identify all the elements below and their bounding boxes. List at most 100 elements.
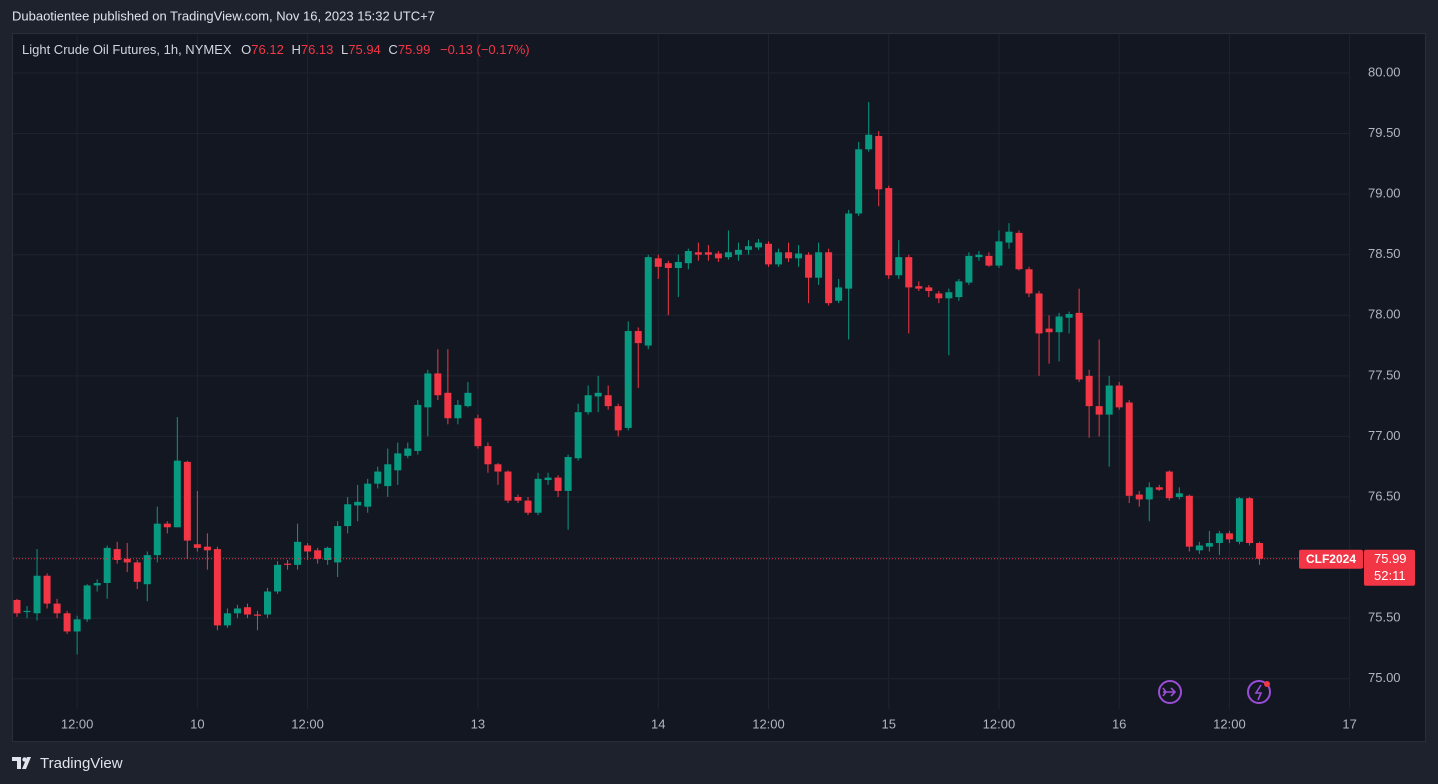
candle-body	[123, 558, 131, 563]
x-tick-label: 17	[1342, 716, 1356, 731]
candle-body	[915, 286, 923, 289]
candle-body	[1095, 406, 1103, 415]
legend-close: 75.99	[398, 42, 431, 57]
candle-body	[414, 404, 422, 451]
candle-body	[1135, 494, 1143, 500]
candle-body	[754, 242, 762, 248]
candle-body	[955, 281, 963, 298]
x-tick-label: 12:00	[752, 716, 785, 731]
candle-body	[1015, 232, 1023, 270]
y-tick-label: 77.50	[1368, 367, 1401, 382]
candle-body	[554, 477, 562, 491]
y-tick-label: 75.00	[1368, 670, 1401, 685]
candle-body	[765, 243, 772, 265]
candle-body	[785, 252, 793, 259]
candle-body	[253, 614, 261, 616]
y-tick-label: 79.50	[1368, 125, 1401, 140]
candle-body	[1255, 543, 1263, 559]
candle-body	[494, 464, 502, 472]
candle-body	[614, 406, 622, 431]
candle-body	[474, 418, 482, 447]
candle-body	[855, 149, 863, 214]
candle-body	[1035, 293, 1043, 334]
x-tick-label: 12:00	[1213, 716, 1246, 731]
candle-body	[694, 252, 702, 255]
candle-body	[1115, 385, 1123, 408]
candle-body	[1065, 314, 1073, 318]
candle-body	[1145, 487, 1153, 500]
candle-body	[1245, 498, 1253, 544]
brand-name: TradingView	[40, 755, 123, 772]
candle-body	[183, 461, 191, 541]
candle-body	[364, 483, 372, 507]
x-tick-label: 14	[651, 716, 665, 731]
legend: Light Crude Oil Futures, 1h, NYMEX O 76.1…	[22, 42, 530, 57]
candle-body	[63, 613, 71, 632]
candle-body	[674, 261, 682, 269]
candle-body	[815, 252, 823, 278]
countdown-label: 52:11	[1374, 568, 1406, 583]
candle-body	[424, 373, 432, 408]
y-tick-label: 77.00	[1368, 428, 1401, 443]
candle-body	[905, 257, 913, 288]
candle-body	[805, 254, 813, 278]
y-tick-label: 78.00	[1368, 307, 1401, 322]
candle-body	[384, 464, 392, 487]
candle-body	[835, 287, 843, 301]
candle-body	[584, 395, 592, 413]
candles	[13, 102, 1263, 655]
candle-body	[1005, 231, 1013, 243]
legend-title: Light Crude Oil Futures, 1h, NYMEX	[22, 42, 232, 57]
candle-body	[885, 188, 893, 276]
x-tick-label: 13	[471, 716, 485, 731]
candle-body	[1165, 471, 1173, 499]
candle-body	[724, 252, 732, 258]
candle-body	[374, 471, 382, 484]
candle-body	[965, 255, 973, 283]
icon-bolt	[1254, 684, 1263, 701]
candle-body	[163, 523, 171, 528]
candle-body	[975, 254, 983, 258]
candle-body	[444, 392, 452, 419]
candle-body	[394, 453, 402, 471]
legend-h-label: H	[291, 42, 300, 57]
candle-body	[604, 395, 612, 407]
legend-high: 76.13	[301, 42, 334, 57]
icon-circle[interactable]	[1158, 680, 1182, 704]
x-tick-label: 10	[190, 716, 204, 731]
candle-body	[153, 523, 161, 556]
icon-circle[interactable]	[1247, 680, 1271, 704]
candle-body	[734, 249, 742, 255]
grid: 75.0075.5076.0076.5077.0077.5078.0078.50…	[13, 34, 1401, 731]
candle-body	[534, 478, 542, 513]
candle-body	[43, 575, 51, 604]
candle-body	[744, 246, 752, 250]
candle-body	[314, 550, 322, 559]
candle-body	[294, 541, 302, 565]
candle-body	[464, 392, 472, 407]
candle-body	[404, 448, 412, 456]
candle-body	[143, 555, 151, 585]
candle-body	[564, 457, 572, 491]
legend-c-label: C	[388, 42, 397, 57]
candle-body	[624, 331, 632, 428]
brand: TradingView	[12, 755, 123, 772]
candle-body	[274, 564, 282, 592]
y-tick-label: 75.50	[1368, 610, 1401, 625]
candle-body	[213, 549, 221, 626]
x-tick-label: 12:00	[61, 716, 94, 731]
candle-body	[33, 575, 41, 614]
candle-body	[284, 563, 292, 565]
alert-icon[interactable]	[1247, 680, 1271, 704]
candle-body	[133, 562, 141, 582]
candle-body	[334, 526, 342, 563]
candle-body	[845, 213, 853, 289]
candle-body	[243, 607, 251, 615]
candle-body	[825, 252, 833, 304]
candle-body	[1075, 312, 1083, 380]
candle-body	[1175, 493, 1183, 497]
candle-body	[264, 591, 271, 615]
event-icon[interactable]	[1158, 680, 1182, 704]
legend-o-label: O	[241, 42, 251, 57]
